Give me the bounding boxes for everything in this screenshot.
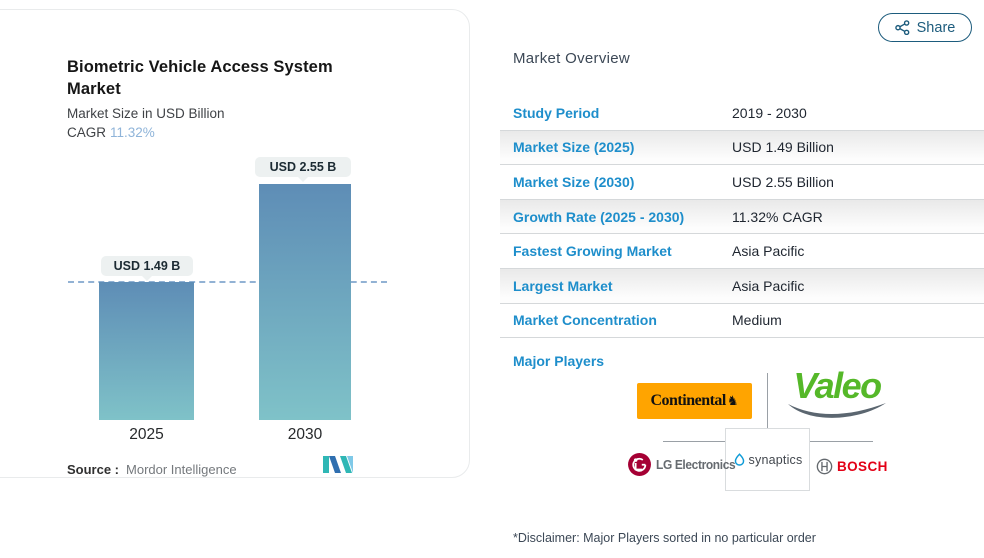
row-value: Medium (732, 312, 782, 329)
logo-connector-right (810, 441, 873, 442)
bosch-armature-icon (816, 458, 833, 475)
bosch-logo: BOSCH (816, 458, 888, 475)
chart-card: Biometric Vehicle Access System Market M… (0, 9, 470, 478)
row-value: USD 2.55 Billion (732, 173, 834, 190)
table-row: Market Size (2030) USD 2.55 Billion (500, 165, 984, 200)
valeo-logo-text: Valeo (793, 365, 882, 406)
bar-2025 (99, 282, 194, 420)
table-row: Market Size (2025) USD 1.49 Billion (500, 130, 984, 166)
x-axis-label-2025: 2025 (129, 426, 164, 443)
row-label: Growth Rate (2025 - 2030) (513, 208, 685, 225)
logo-connector-left (663, 441, 725, 442)
table-row: Largest Market Asia Pacific (500, 268, 984, 304)
table-row: Fastest Growing Market Asia Pacific (500, 234, 984, 269)
row-label: Market Size (2025) (513, 139, 635, 156)
synaptics-logo-text: synaptics (748, 452, 803, 467)
synaptics-droplet-icon (734, 453, 744, 466)
bosch-logo-text: BOSCH (837, 459, 888, 474)
disclaimer-text: *Disclaimer: Major Players sorted in no … (513, 531, 816, 545)
row-label: Largest Market (513, 277, 613, 294)
share-nodes-icon (894, 20, 910, 35)
row-value: Asia Pacific (732, 277, 805, 294)
major-players-label: Major Players (513, 353, 605, 369)
continental-logo-text: Continental (650, 392, 726, 409)
table-row: Growth Rate (2025 - 2030) 11.32% CAGR (500, 199, 984, 235)
table-row: Study Period 2019 - 2030 (500, 96, 984, 131)
reference-dashed-line (68, 281, 387, 283)
row-label: Market Size (2030) (513, 173, 635, 190)
row-value: 11.32% CAGR (732, 208, 823, 225)
row-label: Market Concentration (513, 312, 657, 329)
continental-horse-icon: ♞ (726, 393, 739, 408)
market-overview-heading: Market Overview (513, 50, 631, 67)
continental-logo: Continental ♞ (637, 383, 752, 419)
source-value: Mordor Intelligence (126, 462, 237, 477)
row-value: USD 1.49 Billion (732, 139, 834, 156)
lg-face-icon (628, 453, 651, 476)
share-button[interactable]: Share (878, 13, 972, 42)
logo-connector-vertical (767, 373, 768, 428)
synaptics-logo: synaptics (725, 428, 810, 491)
cagr-value: 11.32% (110, 125, 155, 140)
cagr-line: CAGR 11.32% (67, 125, 155, 140)
lg-logo-text: LG Electronics (656, 457, 736, 472)
valeo-swoosh-icon (788, 403, 886, 418)
lg-electronics-logo: LG Electronics (627, 452, 742, 477)
table-row: Market Concentration Medium (500, 304, 984, 339)
cagr-label: CAGR (67, 125, 107, 140)
source-line: Source : Mordor Intelligence (67, 462, 237, 477)
bar-value-label-2030: USD 2.55 B (255, 157, 351, 182)
mordor-intelligence-logo-icon (323, 456, 353, 473)
overview-table: Study Period 2019 - 2030 Market Size (20… (500, 96, 984, 339)
bar-value-label-2025: USD 1.49 B (101, 256, 193, 281)
row-value: 2019 - 2030 (732, 104, 807, 121)
share-button-label: Share (916, 19, 956, 36)
chart-title: Biometric Vehicle Access System Market (67, 58, 333, 98)
source-label: Source : (67, 462, 120, 477)
x-axis-label-2030: 2030 (287, 426, 323, 443)
row-label: Fastest Growing Market (513, 243, 672, 260)
bar-2030 (259, 184, 351, 420)
valeo-logo: Valeo (779, 368, 895, 422)
row-value: Asia Pacific (732, 243, 805, 260)
chart-subtitle: Market Size in USD Billion (67, 106, 225, 121)
row-label: Study Period (513, 104, 600, 121)
